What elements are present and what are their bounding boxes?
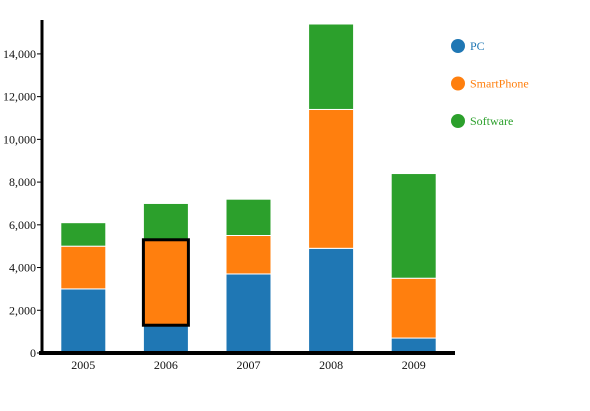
y-tick-label: 6,000 (9, 218, 36, 232)
legend-marker-pc[interactable] (451, 39, 465, 53)
x-tick-label: 2008 (319, 358, 343, 372)
bars-layer (60, 23, 437, 354)
legend-label-software[interactable]: Software (470, 114, 513, 128)
bar-smartphone-2008[interactable] (308, 108, 355, 249)
bar-smartphone-2005[interactable] (60, 245, 107, 290)
legend-label-pc[interactable]: PC (470, 39, 485, 53)
x-tick-label: 2009 (402, 358, 426, 372)
x-tick-label: 2007 (237, 358, 261, 372)
bar-pc-2007[interactable] (225, 273, 272, 354)
y-tick-label: 2,000 (9, 303, 36, 317)
y-tick-label: 0 (30, 346, 36, 360)
bar-pc-2006[interactable] (142, 324, 189, 354)
y-tick-label: 10,000 (3, 132, 36, 146)
legend-label-smartphone[interactable]: SmartPhone (470, 77, 529, 91)
bar-software-2008[interactable] (308, 23, 355, 110)
bar-pc-2005[interactable] (60, 288, 107, 354)
y-tick-label: 4,000 (9, 261, 36, 275)
bar-pc-2009[interactable] (390, 337, 437, 354)
legend-marker-smartphone[interactable] (451, 76, 465, 91)
y-tick-label: 8,000 (9, 175, 36, 189)
legend: PC SmartPhone Software (451, 39, 529, 128)
bar-smartphone-2009[interactable] (390, 277, 437, 339)
y-tick-label: 12,000 (3, 90, 36, 104)
y-tick-label: 14,000 (3, 47, 36, 61)
axes-layer: 2005 2006 2007 2008 2009 0 2,000 4,000 6,000 8,00… (3, 20, 455, 372)
bar-software-2005[interactable] (60, 222, 107, 247)
highlighted-segment-outline (141, 238, 190, 327)
bar-software-2006[interactable] (142, 202, 189, 241)
bar-pc-2008[interactable] (308, 247, 355, 354)
bar-smartphone-2006[interactable] (142, 239, 189, 326)
x-tick-label: 2006 (154, 358, 178, 372)
bar-software-2009[interactable] (390, 173, 437, 279)
legend-marker-software[interactable] (451, 114, 465, 128)
x-tick-label: 2005 (71, 358, 95, 372)
bar-software-2007[interactable] (225, 198, 272, 237)
bar-smartphone-2007[interactable] (225, 235, 272, 275)
